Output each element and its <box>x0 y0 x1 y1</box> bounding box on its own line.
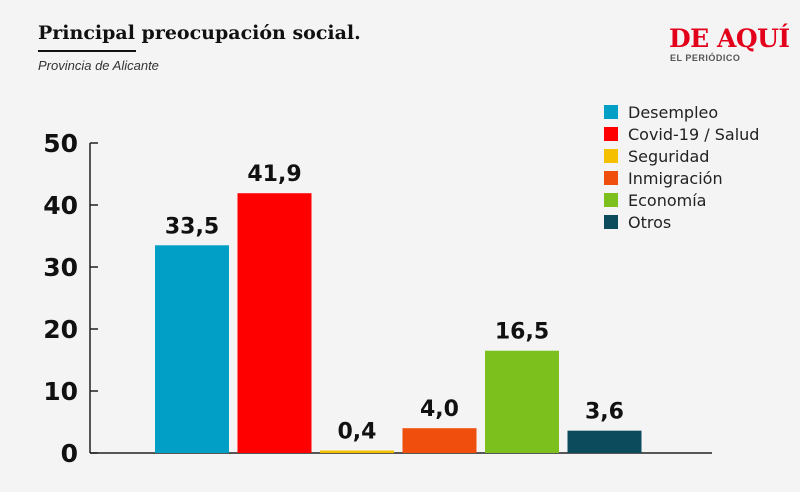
legend-swatch <box>604 127 618 141</box>
legend-item: Inmigración <box>604 167 759 189</box>
legend-swatch <box>604 215 618 229</box>
bar-5 <box>485 350 559 453</box>
bar-6 <box>567 430 642 453</box>
value-label-4: 4,0 <box>420 397 459 422</box>
y-axis: 0 10 20 30 40 50 <box>43 129 712 468</box>
title-underline <box>38 50 136 52</box>
bars <box>155 193 642 454</box>
y-tick-label: 20 <box>43 315 78 344</box>
legend-swatch <box>604 149 618 163</box>
legend-swatch <box>604 171 618 185</box>
value-label-1: 33,5 <box>165 214 219 239</box>
bar-2 <box>237 193 312 453</box>
legend-label: Desempleo <box>628 102 719 122</box>
legend-label: Covid-19 / Salud <box>628 124 760 144</box>
legend-item: Covid-19 / Salud <box>604 123 759 145</box>
value-labels: 33,5 41,9 0,4 4,0 16,5 3,6 <box>165 162 624 444</box>
legend-label: Seguridad <box>628 146 710 166</box>
legend-item: Otros <box>604 211 759 233</box>
brand-logo: DE AQUÍ <box>669 24 790 53</box>
value-label-5: 16,5 <box>495 320 549 345</box>
bar-1 <box>155 245 229 453</box>
legend-swatch <box>604 193 618 207</box>
y-tick-label: 50 <box>43 129 78 158</box>
y-tick-label: 30 <box>43 253 78 282</box>
legend-swatch <box>604 105 618 119</box>
value-label-3: 0,4 <box>338 420 377 445</box>
legend-item: Desempleo <box>604 101 759 123</box>
legend-item: Economía <box>604 189 759 211</box>
y-tick-label: 40 <box>43 191 78 220</box>
legend-label: Otros <box>628 212 672 232</box>
chart-title: Principal preocupación social. <box>38 22 361 44</box>
value-label-2: 41,9 <box>247 162 301 187</box>
bar-3 <box>320 450 394 454</box>
legend: Desempleo Covid-19 / Salud Seguridad Inmigr… <box>604 101 759 233</box>
value-label-6: 3,6 <box>585 400 624 425</box>
bar-4 <box>402 428 477 453</box>
chart-subtitle: Provincia de Alicante <box>38 58 159 73</box>
y-tick-label: 0 <box>61 439 78 468</box>
legend-label: Inmigración <box>628 168 723 188</box>
y-tick-label: 10 <box>43 377 78 406</box>
legend-label: Economía <box>628 190 707 210</box>
brand-tagline: EL PERIÓDICO <box>670 53 741 63</box>
legend-item: Seguridad <box>604 145 759 167</box>
